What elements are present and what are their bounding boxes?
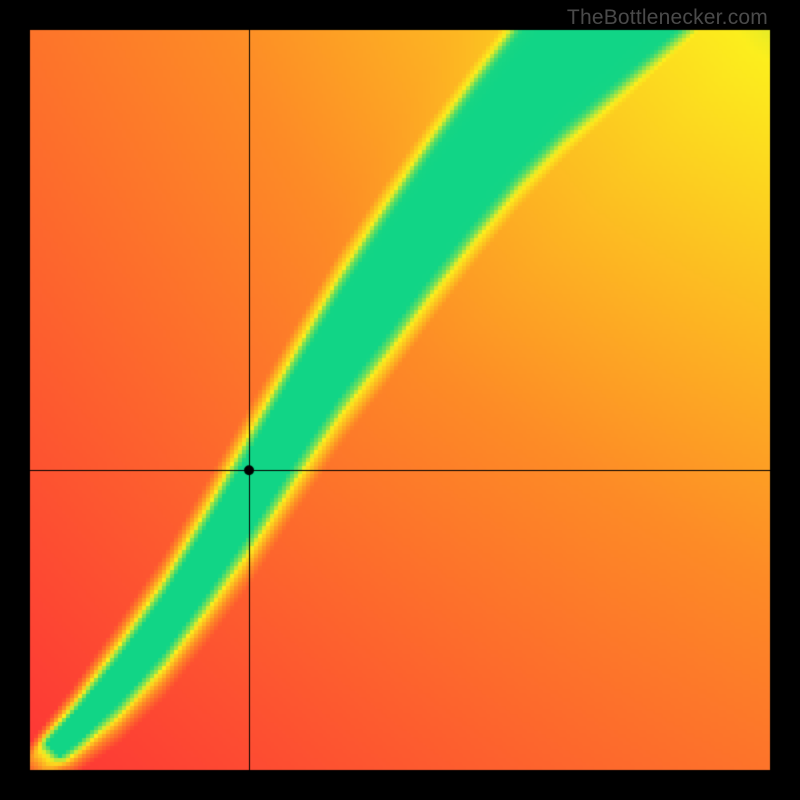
bottleneck-heatmap-canvas [0, 0, 800, 800]
watermark-text: TheBottlenecker.com [567, 6, 768, 30]
chart-container: TheBottlenecker.com [0, 0, 800, 800]
